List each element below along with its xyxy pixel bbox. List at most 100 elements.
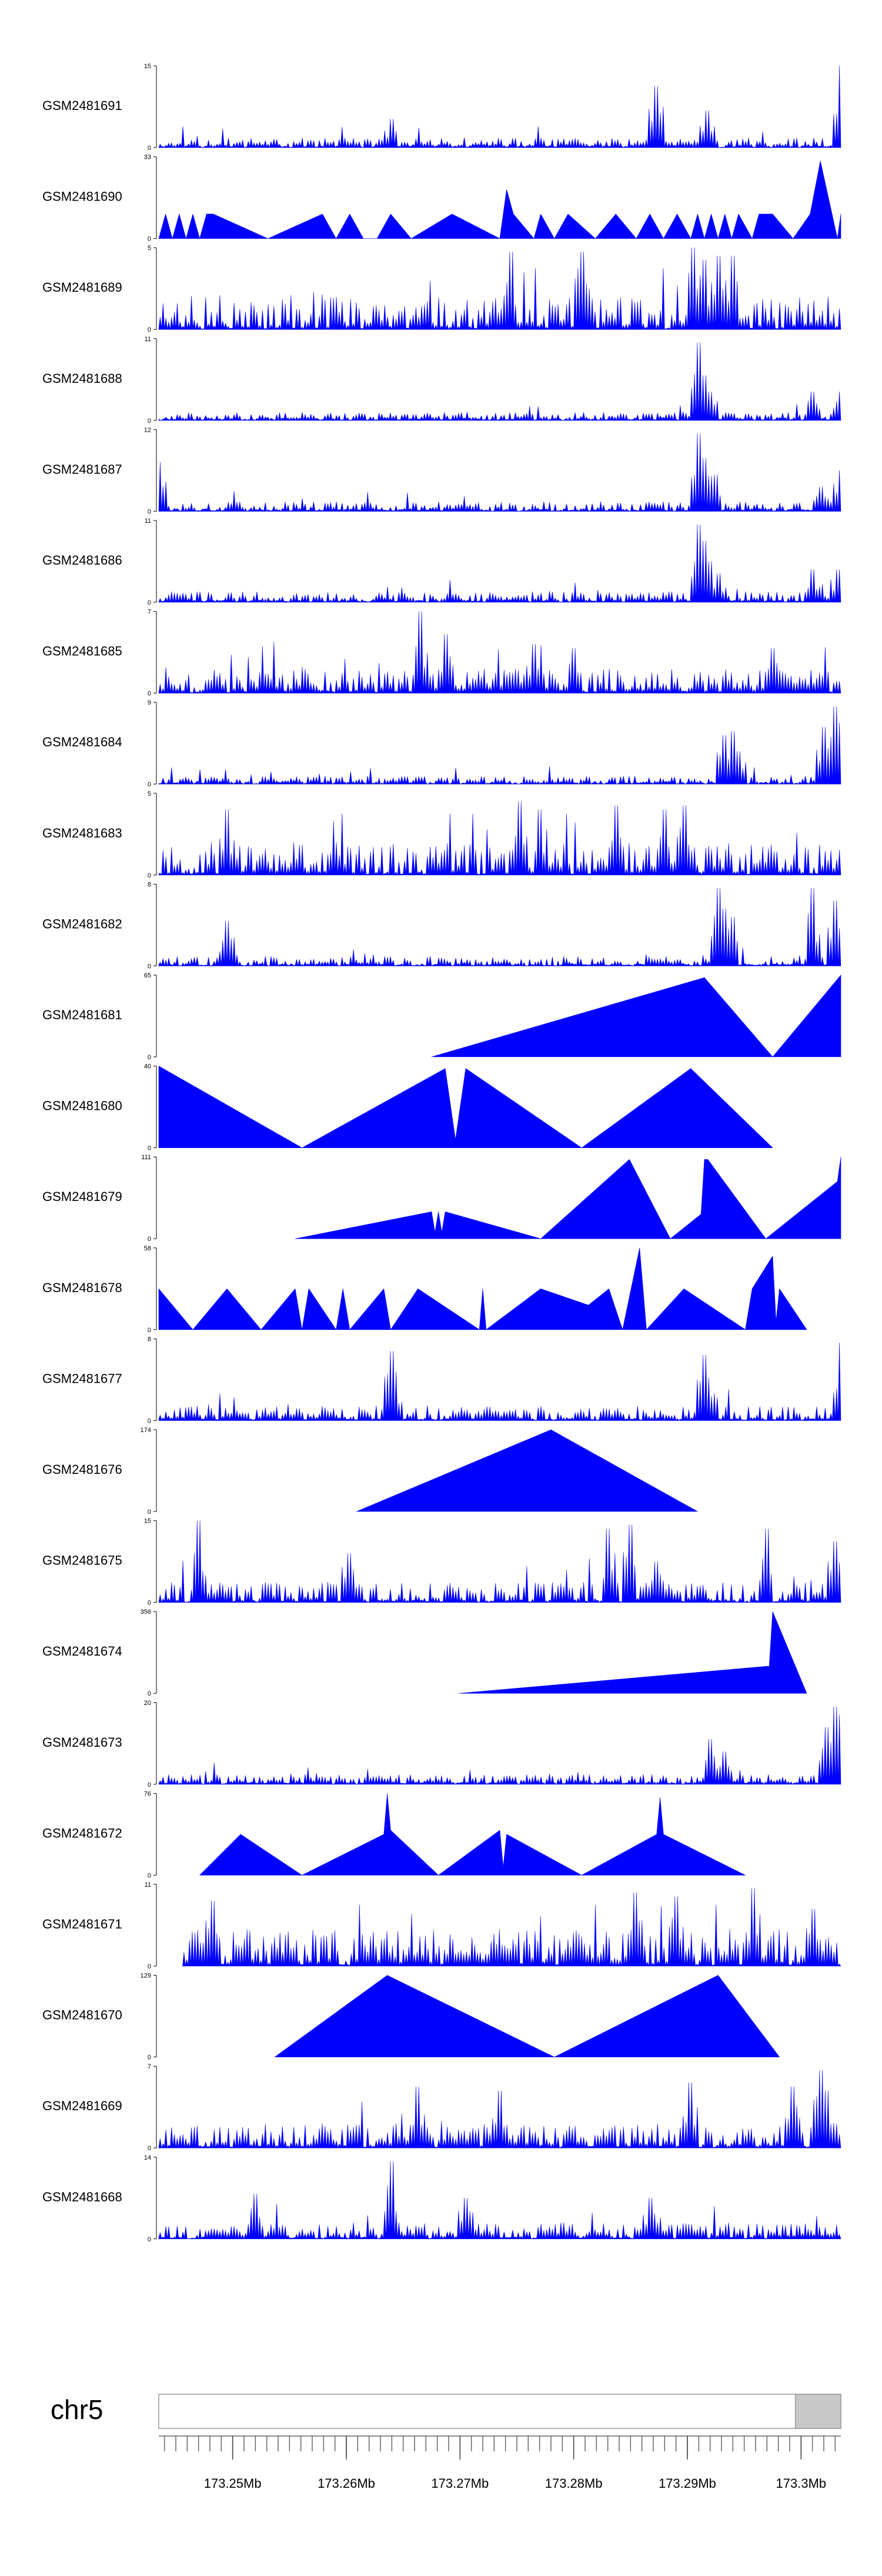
coverage-area	[431, 975, 841, 1057]
y-min-label: 0	[148, 236, 151, 243]
y-min-label: 0	[148, 872, 151, 879]
track-label: GSM2481680	[42, 1099, 122, 1113]
y-min-label: 0	[148, 1872, 151, 1879]
coverage-area	[158, 1343, 841, 1421]
track-label: GSM2481684	[42, 735, 122, 749]
track-gsm2481686: GSM2481686 11 0	[42, 518, 841, 606]
track-gsm2481677: GSM2481677 8 0	[42, 1336, 841, 1424]
y-max-label: 356	[141, 1609, 151, 1616]
track-label: GSM2481682	[42, 916, 122, 931]
y-min-label: 0	[148, 2236, 151, 2243]
coverage-area	[158, 433, 841, 512]
track-gsm2481675: GSM2481675 15 0	[42, 1518, 841, 1607]
track-label: GSM2481674	[42, 1644, 122, 1659]
track-gsm2481691: GSM2481691 15 0	[42, 63, 841, 152]
track-gsm2481671: GSM2481671 11 0	[42, 1881, 841, 1970]
coverage-area	[158, 888, 841, 966]
x-tick-label: 173.26Mb	[318, 2476, 375, 2491]
track-gsm2481676: GSM2481676 174 0	[42, 1427, 698, 1516]
y-max-label: 8	[148, 881, 151, 888]
track-label: GSM2481668	[42, 2190, 122, 2204]
y-max-label: 11	[145, 336, 151, 343]
y-max-label: 15	[144, 1518, 151, 1525]
y-min-label: 0	[148, 326, 151, 333]
track-label: GSM2481671	[42, 1917, 122, 1931]
y-min-label: 0	[148, 599, 151, 606]
track-gsm2481672: GSM2481672 76 0	[42, 1790, 746, 1879]
track-label: GSM2481688	[42, 371, 122, 386]
y-min-label: 0	[148, 1417, 151, 1424]
coverage-area	[158, 2161, 841, 2240]
x-tick-label: 173.25Mb	[204, 2476, 262, 2491]
track-label: GSM2481685	[42, 644, 122, 659]
y-min-label: 0	[148, 1690, 151, 1697]
coverage-area	[158, 2070, 841, 2148]
y-max-label: 20	[144, 1700, 151, 1707]
y-max-label: 15	[144, 63, 151, 70]
y-min-label: 0	[148, 2145, 151, 2152]
y-min-label: 0	[148, 963, 151, 970]
y-max-label: 5	[148, 245, 151, 252]
y-min-label: 0	[148, 1509, 151, 1516]
y-min-label: 0	[148, 1054, 151, 1061]
track-gsm2481685: GSM2481685 7 0	[42, 609, 841, 698]
y-max-label: 33	[144, 154, 151, 161]
coverage-area	[158, 161, 841, 239]
x-tick-label: 173.3Mb	[776, 2476, 827, 2491]
y-max-label: 76	[144, 1790, 151, 1797]
y-max-label: 12	[144, 426, 151, 433]
coverage-area	[182, 1888, 841, 1967]
y-max-label: 7	[148, 2063, 151, 2070]
y-max-label: 40	[144, 1063, 151, 1070]
track-label: GSM2481686	[42, 553, 122, 568]
coverage-area	[158, 801, 841, 876]
coverage-area	[158, 65, 841, 148]
track-gsm2481679: GSM2481679 111 0	[42, 1154, 841, 1243]
track-label: GSM2481673	[42, 1735, 122, 1750]
track-label: GSM2481670	[42, 2008, 122, 2023]
track-gsm2481688: GSM2481688 11 0	[42, 336, 841, 425]
coverage-area	[158, 706, 841, 785]
track-label: GSM2481681	[42, 1007, 122, 1022]
coverage-area	[158, 1066, 773, 1148]
y-max-label: 11	[145, 1881, 151, 1888]
chromosome-label: chr5	[51, 2394, 103, 2425]
track-gsm2481673: GSM2481673 20 0	[42, 1700, 841, 1788]
y-min-label: 0	[148, 1781, 151, 1788]
track-gsm2481669: GSM2481669 7 0	[42, 2063, 841, 2152]
track-label: GSM2481687	[42, 462, 122, 476]
coverage-area	[158, 247, 841, 330]
track-label: GSM2481690	[42, 189, 122, 204]
track-label: GSM2481679	[42, 1189, 122, 1204]
track-gsm2481682: GSM2481682 8 0	[42, 881, 841, 970]
y-max-label: 14	[144, 2154, 151, 2161]
track-label: GSM2481672	[42, 1826, 122, 1840]
y-min-label: 0	[148, 145, 151, 152]
y-max-label: 58	[144, 1245, 151, 1252]
y-min-label: 0	[148, 1327, 151, 1334]
coverage-area	[158, 611, 841, 693]
ideogram-highlight	[794, 2394, 841, 2429]
coverage-area	[459, 1611, 807, 1694]
y-min-label: 0	[148, 2054, 151, 2061]
coverage-area	[158, 342, 841, 421]
track-label: GSM2481683	[42, 826, 122, 840]
track-label: GSM2481675	[42, 1553, 122, 1568]
data-tracks: GSM2481691150GSM2481690330GSM248168950GS…	[42, 63, 841, 2243]
track-gsm2481690: GSM2481690 33 0	[42, 154, 841, 243]
track-label: GSM2481677	[42, 1371, 122, 1386]
y-min-label: 0	[148, 690, 151, 698]
y-max-label: 111	[141, 1154, 151, 1161]
genome-axis: 173.25Mb 173.26Mb 173.27Mb 173.28Mb 173.29Mb…	[159, 2435, 841, 2491]
coverage-area	[356, 1429, 698, 1512]
track-gsm2481674: GSM2481674 356 0	[42, 1609, 807, 1697]
track-label: GSM2481676	[42, 1462, 122, 1477]
coverage-area	[158, 1520, 841, 1603]
y-min-label: 0	[148, 1236, 151, 1243]
track-gsm2481684: GSM2481684 9 0	[42, 699, 841, 788]
y-min-label: 0	[148, 1145, 151, 1152]
track-gsm2481678: GSM2481678 58 0	[42, 1245, 807, 1334]
y-max-label: 65	[144, 972, 151, 979]
ideogram-body	[158, 2394, 841, 2429]
coverage-area	[199, 1793, 746, 1876]
